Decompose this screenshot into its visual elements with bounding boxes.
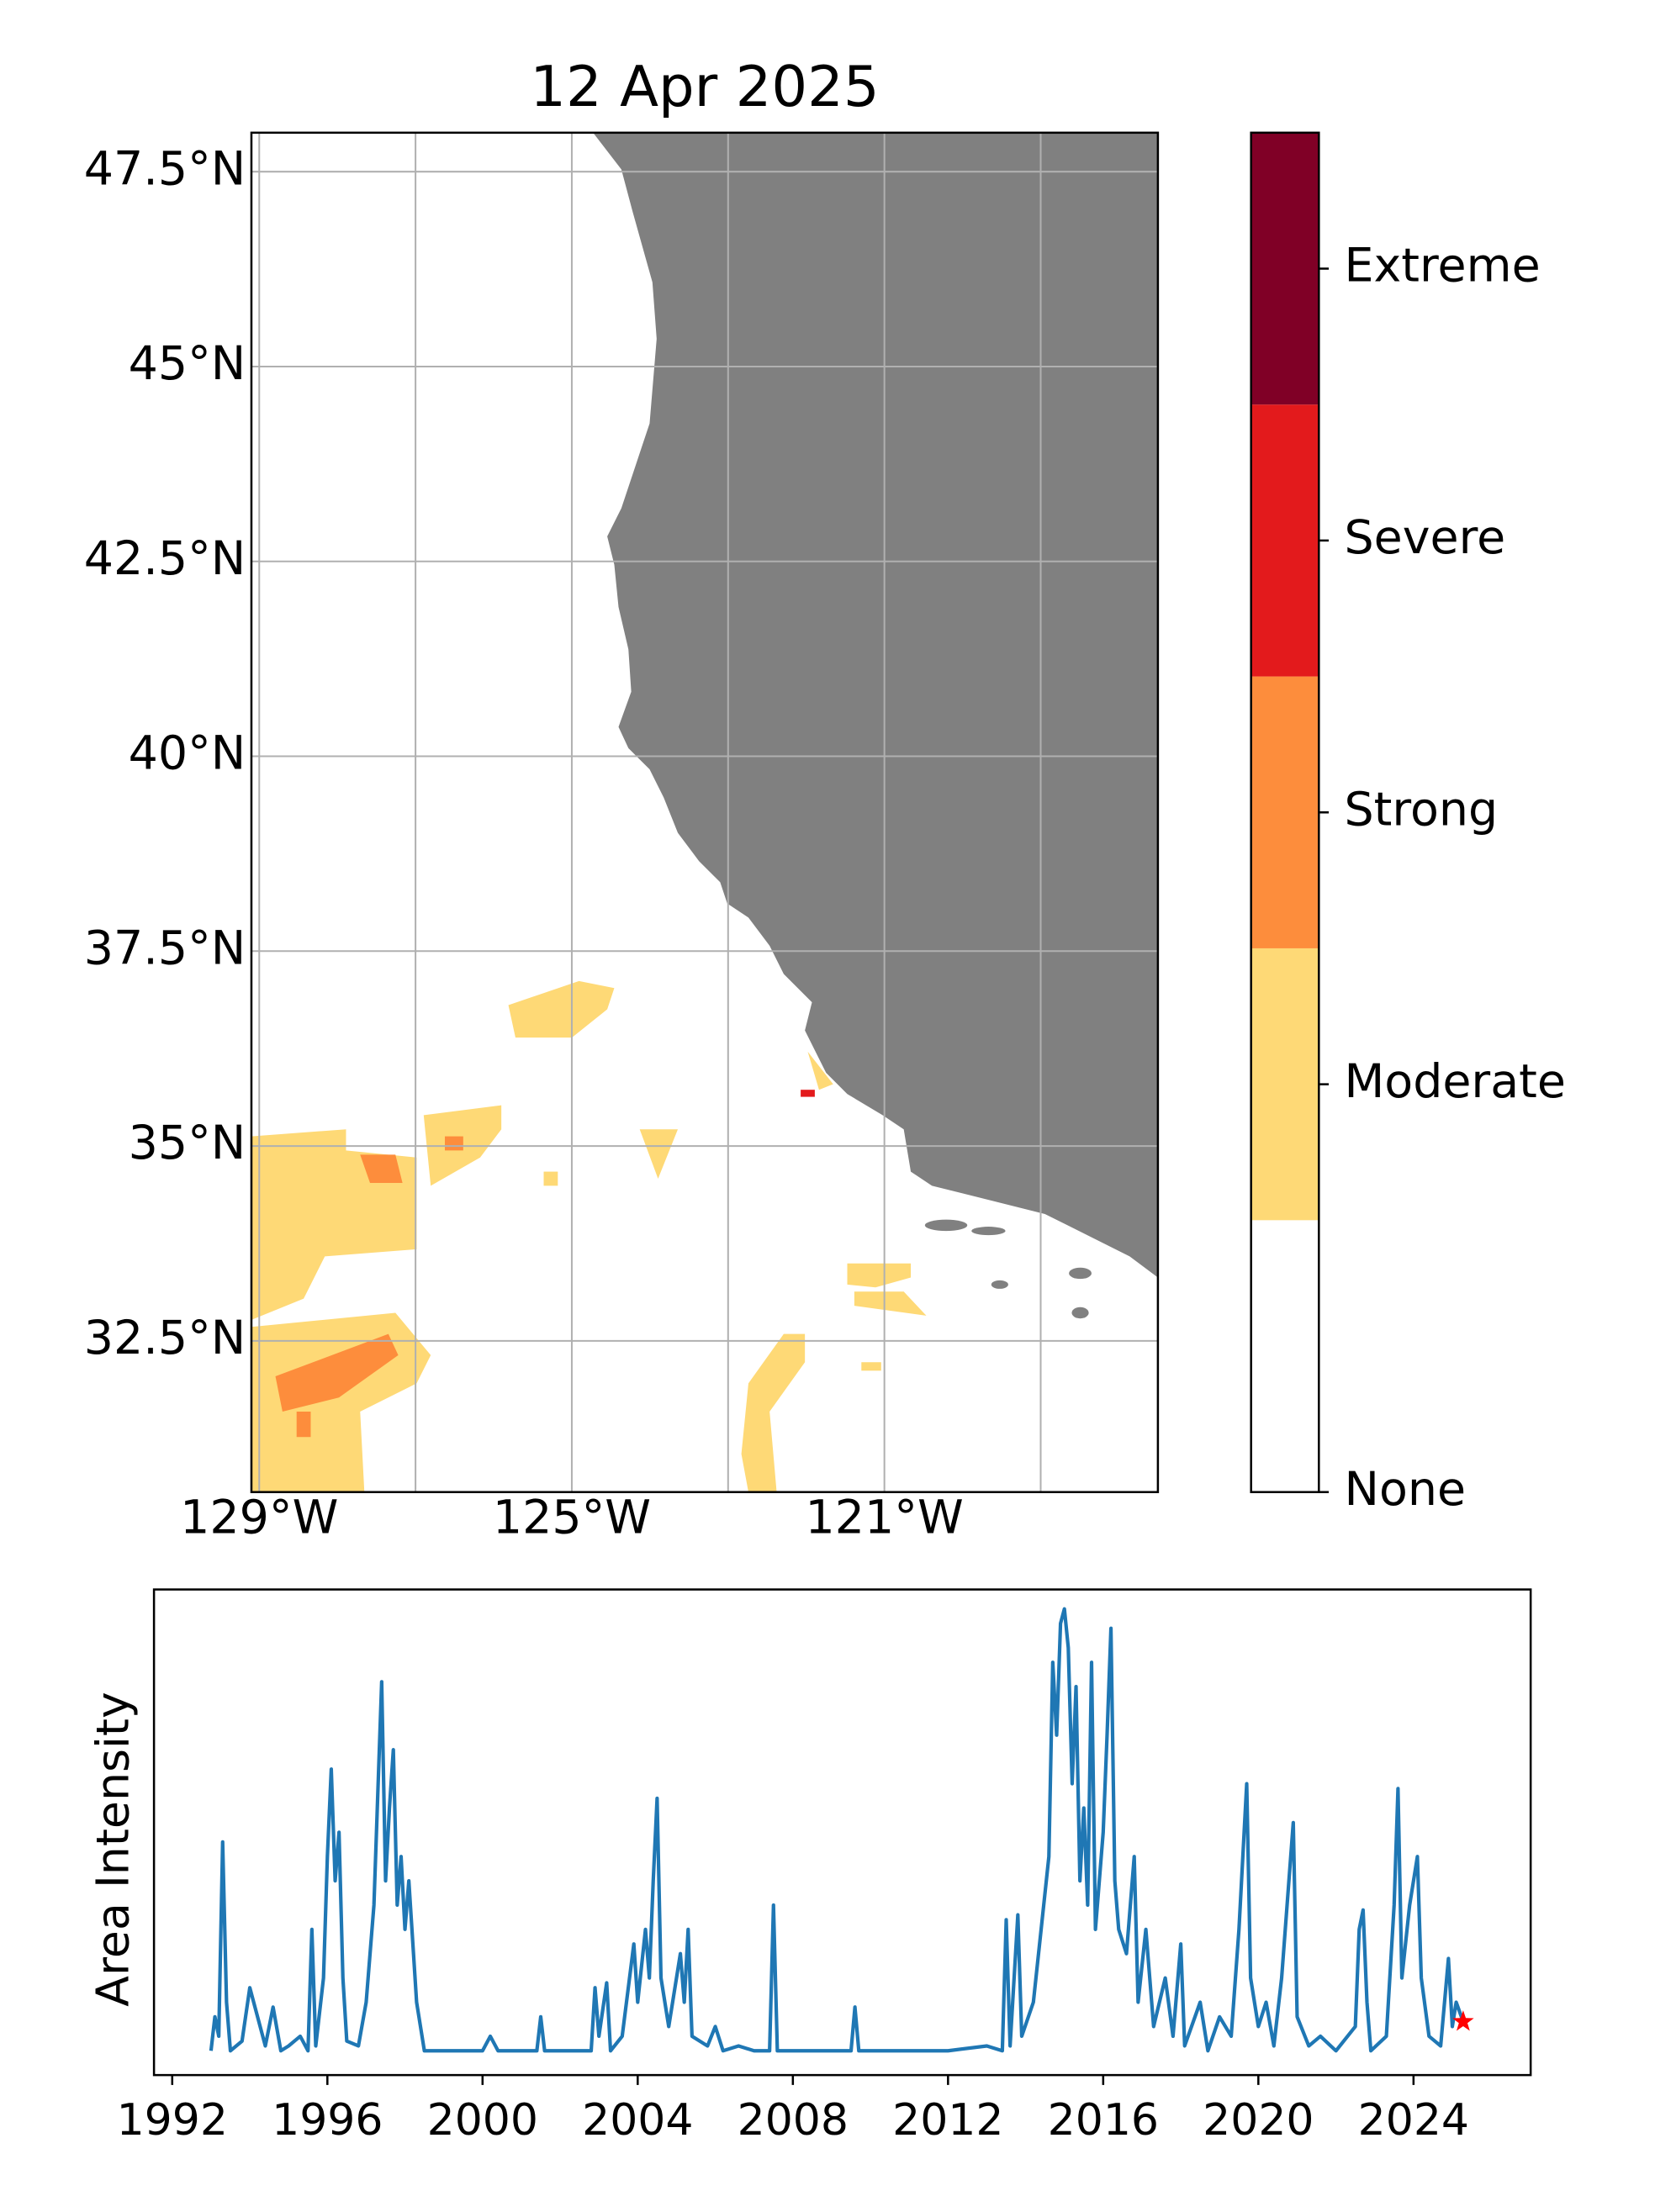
patch <box>543 1171 558 1186</box>
x-tick-label: 2004 <box>582 2095 693 2146</box>
patch <box>801 1090 815 1097</box>
islands <box>765 155 1092 1319</box>
y-tick-label: 32.5°N <box>84 1312 246 1365</box>
patch <box>741 1333 806 1492</box>
colorbar-label: Severe <box>1345 511 1506 565</box>
colorbar-label: Strong <box>1345 783 1499 837</box>
y-tick-label: 45°N <box>129 337 246 391</box>
patch <box>360 1154 403 1184</box>
patch <box>251 1312 431 1492</box>
y-axis-label: Area Intensity <box>86 1692 139 2007</box>
colorbar-segment <box>1251 404 1319 677</box>
patch <box>296 1412 311 1438</box>
colorbar-label: None <box>1345 1463 1467 1517</box>
land <box>593 132 1158 1278</box>
colorbar-segment <box>1251 132 1319 405</box>
colorbar-label: Extreme <box>1345 240 1541 293</box>
x-tick-label: 125°W <box>493 1491 651 1544</box>
x-tick-label: 2024 <box>1358 2095 1469 2146</box>
series-line <box>209 1607 1465 2053</box>
x-tick-label: 1992 <box>117 2095 228 2146</box>
plot-frame <box>152 1588 1532 2077</box>
x-tick-label: 2012 <box>892 2095 1003 2146</box>
patch <box>639 1129 679 1179</box>
patch <box>847 1263 912 1288</box>
colorbar-segment <box>1251 1220 1319 1492</box>
patch <box>275 1333 399 1412</box>
colorbar-segment <box>1251 948 1319 1221</box>
y-tick-label: 35°N <box>129 1117 246 1170</box>
colorbar-segment <box>1251 676 1319 948</box>
x-tick-label: 129°W <box>180 1491 338 1544</box>
x-tick-label: 2000 <box>427 2095 538 2146</box>
x-tick-label: 2020 <box>1203 2095 1314 2146</box>
patch <box>854 1291 927 1316</box>
x-tick-label: 121°W <box>806 1491 964 1544</box>
x-tick-label: 2016 <box>1048 2095 1159 2146</box>
map-title: 12 Apr 2025 <box>530 54 879 119</box>
heat-patches <box>251 980 927 1492</box>
y-tick-label: 40°N <box>129 727 246 781</box>
patch <box>444 1136 463 1151</box>
patch <box>807 1051 833 1090</box>
current-marker <box>1452 2010 1474 2031</box>
patch <box>861 1362 881 1371</box>
map-area <box>251 132 1158 1492</box>
y-tick-label: 47.5°N <box>84 142 246 196</box>
x-tick-label: 2008 <box>738 2095 849 2146</box>
map-frame <box>250 131 1160 1493</box>
colorbar-label: Moderate <box>1345 1055 1566 1109</box>
y-tick-label: 42.5°N <box>84 532 246 586</box>
patch <box>508 980 615 1038</box>
y-tick-label: 37.5°N <box>84 921 246 975</box>
x-tick-label: 1996 <box>272 2095 383 2146</box>
